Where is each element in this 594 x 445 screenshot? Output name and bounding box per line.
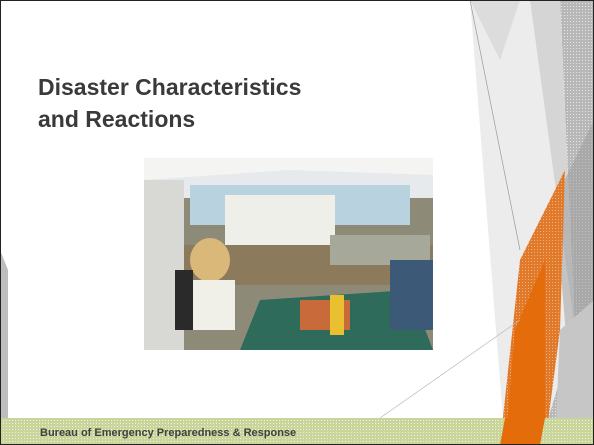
title-line: Disaster Characteristics: [38, 74, 301, 100]
decoration: [500, 418, 545, 445]
photo: [144, 158, 433, 350]
slide: Disaster Characteristics and Reactions B…: [0, 0, 594, 445]
page: Disaster Characteristics and Reactions B…: [0, 0, 594, 445]
title-line: and Reactions: [38, 106, 195, 132]
footer-text: Bureau of Emergency Preparedness & Respo…: [40, 427, 296, 439]
